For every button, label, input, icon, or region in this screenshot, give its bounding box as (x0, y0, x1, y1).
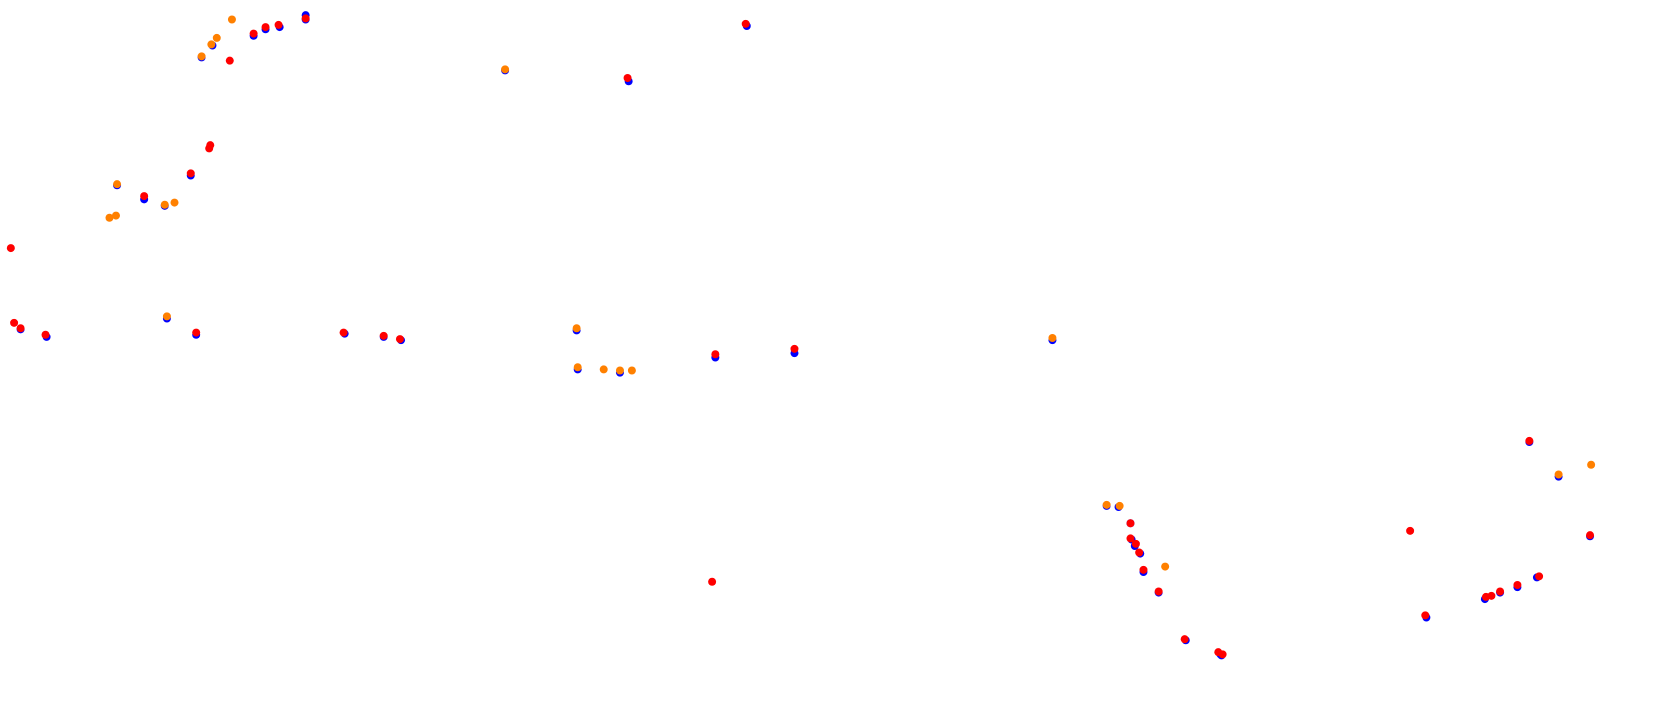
scatter-point (1115, 501, 1124, 510)
scatter-point (1587, 460, 1596, 469)
scatter-point (10, 318, 19, 327)
scatter-point (1102, 500, 1111, 509)
scatter-point (790, 344, 799, 353)
scatter-point (113, 180, 122, 189)
scatter-point (186, 169, 195, 178)
scatter-point (1487, 591, 1496, 600)
scatter-point (339, 328, 348, 337)
scatter-point (170, 198, 179, 207)
scatter-point (1406, 526, 1415, 535)
scatter-point (627, 366, 636, 375)
scatter-point (197, 52, 206, 61)
scatter-point (1139, 565, 1148, 574)
scatter-point (1161, 562, 1170, 571)
scatter-point (16, 324, 25, 333)
scatter-point (1154, 587, 1163, 596)
scatter-point (6, 244, 15, 253)
scatter-point (111, 211, 120, 220)
scatter-point (205, 144, 214, 153)
scatter-point (1218, 650, 1227, 659)
scatter-point (192, 328, 201, 337)
scatter-point (249, 29, 258, 38)
scatter-point (227, 15, 236, 24)
scatter-point (395, 335, 404, 344)
scatter-point (274, 20, 283, 29)
scatter-point (212, 33, 221, 42)
scatter-point (207, 40, 216, 49)
scatter-point (225, 56, 234, 65)
scatter-point (623, 74, 632, 82)
scatter-point (1421, 611, 1430, 620)
scatter-point (1126, 519, 1135, 528)
scatter-point (261, 23, 270, 32)
scatter-point (501, 65, 510, 74)
scatter-point (41, 330, 50, 339)
scatter-point (160, 200, 169, 209)
scatter-point (708, 577, 717, 586)
scatter-point (741, 19, 750, 28)
scatter-point (1554, 470, 1563, 479)
scatter-point (1535, 572, 1544, 581)
scatter-point (1126, 534, 1135, 543)
scatter-point (615, 366, 624, 375)
scatter-point (1048, 334, 1057, 342)
scatter-point (105, 213, 114, 222)
scatter-point (162, 312, 171, 321)
scatter-point (599, 365, 608, 374)
scatter-point (573, 363, 582, 372)
scatter-point (572, 324, 581, 333)
scatter-point (1135, 548, 1144, 557)
scatter-point (1180, 635, 1189, 644)
scatter-point (379, 331, 388, 340)
scatter-point (1586, 531, 1595, 540)
scatter-point (1513, 581, 1522, 589)
scatter-point (711, 350, 720, 359)
scatter-point (1131, 539, 1140, 548)
scatter-point (1496, 587, 1505, 596)
scatter-point (140, 192, 149, 201)
scatter-point (1525, 436, 1534, 445)
scatter-point (301, 14, 310, 23)
